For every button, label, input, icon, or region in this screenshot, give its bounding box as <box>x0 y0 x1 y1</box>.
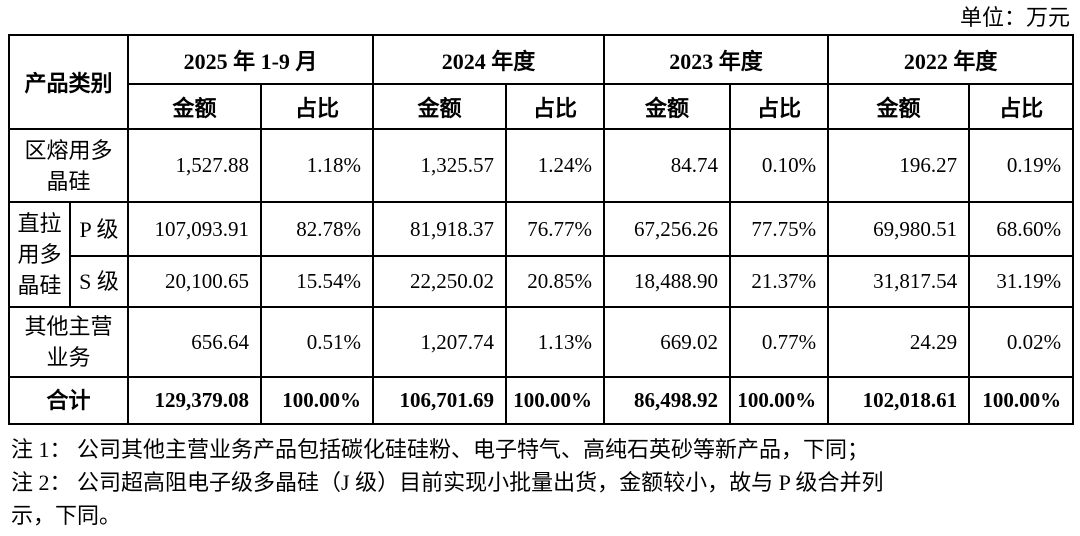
ratio-cell: 77.75% <box>729 201 830 257</box>
ratio-cell: 68.60% <box>968 201 1075 257</box>
amount-cell: 669.02 <box>603 306 732 378</box>
ratio-header-2024: 占比 <box>505 83 606 130</box>
ratio-header-2022: 占比 <box>968 83 1075 130</box>
ratio-cell: 1.24% <box>505 128 606 203</box>
period-header-2025: 2025 年 1-9 月 <box>127 34 375 85</box>
amount-cell: 656.64 <box>127 306 263 378</box>
amount-cell: 67,256.26 <box>603 201 732 257</box>
ratio-cell: 21.37% <box>729 255 830 308</box>
ratio-cell: 31.19% <box>968 255 1075 308</box>
amount-cell: 22,250.02 <box>372 255 508 308</box>
amount-cell: 102,018.61 <box>827 376 971 425</box>
ratio-cell: 82.78% <box>260 201 375 257</box>
revenue-by-product-table: 产品类别 2025 年 1-9 月 2024 年度 2023 年度 2022 年… <box>7 34 1075 425</box>
header-row-subcolumns: 金额 占比 金额 占比 金额 占比 金额 占比 <box>9 83 1075 130</box>
ratio-cell: 0.77% <box>729 306 830 378</box>
ratio-cell: 100.00% <box>729 376 830 425</box>
table-row-total: 合计 129,379.08 100.00% 106,701.69 100.00%… <box>7 376 1075 425</box>
amount-header-2022: 金额 <box>827 83 971 130</box>
amount-cell: 81,918.37 <box>372 201 508 257</box>
table-row-float-zone-polysilicon: 区熔用多 晶硅 1,527.88 1.18% 1,325.57 1.24% 84… <box>7 128 1075 203</box>
amount-cell: 18,488.90 <box>603 255 732 308</box>
amount-cell: 20,100.65 <box>127 255 263 308</box>
category-cell: 其他主营 业务 <box>7 306 130 378</box>
amount-cell: 69,980.51 <box>827 201 971 257</box>
ratio-header-2023: 占比 <box>729 83 830 130</box>
amount-cell: 107,093.91 <box>127 201 263 257</box>
ratio-cell: 1.13% <box>505 306 606 378</box>
category-group-cell: 直拉 用多 晶硅 <box>8 201 71 308</box>
footnote-2-continued: 示，下同。 <box>11 503 122 528</box>
amount-cell: 129,379.08 <box>127 376 263 425</box>
amount-header-2025: 金额 <box>127 83 263 130</box>
category-cell: 区熔用多 晶硅 <box>7 128 130 203</box>
ratio-cell: 100.00% <box>260 376 375 425</box>
table-row-cz-polysilicon-p-grade: 直拉 用多 晶硅 P 级 107,093.91 82.78% 81,918.37… <box>8 201 1075 308</box>
period-header-2023: 2023 年度 <box>603 34 830 85</box>
amount-cell: 1,325.57 <box>372 128 508 203</box>
ratio-cell: 76.77% <box>505 201 606 257</box>
ratio-cell: 0.02% <box>968 306 1075 378</box>
ratio-cell: 0.10% <box>729 128 830 203</box>
amount-cell: 1,207.74 <box>372 306 508 378</box>
ratio-header-2025: 占比 <box>260 83 375 130</box>
product-category-header: 产品类别 <box>7 34 130 130</box>
amount-cell: 24.29 <box>827 306 971 378</box>
amount-cell: 106,701.69 <box>372 376 508 425</box>
footnotes: 注 1： 公司其他主营业务产品包括碳化硅硅粉、电子特气、高纯石英砂等新产品，下同… <box>8 433 1072 532</box>
amount-cell: 84.74 <box>603 128 732 203</box>
unit-label: 单位：万元 <box>959 5 1070 30</box>
ratio-cell: 0.51% <box>260 306 375 378</box>
period-header-2024: 2024 年度 <box>372 34 606 85</box>
amount-cell: 86,498.92 <box>603 376 732 425</box>
footnote-2: 注 2： 公司超高阻电子级多晶硅（J 级）目前实现小批量出货，金额较小，故与 P… <box>11 470 884 495</box>
amount-header-2024: 金额 <box>372 83 508 130</box>
ratio-cell: 15.54% <box>260 255 375 308</box>
amount-cell: 31,817.54 <box>827 255 971 308</box>
total-label-cell: 合计 <box>7 376 130 425</box>
table-row-cz-polysilicon-s-grade: S 级 20,100.65 15.54% 22,250.02 20.85% 18… <box>9 255 1075 308</box>
ratio-cell: 100.00% <box>505 376 606 425</box>
ratio-cell: 100.00% <box>968 376 1075 425</box>
subcategory-cell: P 级 <box>68 201 130 257</box>
period-header-2022: 2022 年度 <box>827 34 1075 85</box>
header-row-periods: 产品类别 2025 年 1-9 月 2024 年度 2023 年度 2022 年… <box>7 34 1075 130</box>
ratio-cell: 20.85% <box>505 255 606 308</box>
amount-cell: 196.27 <box>827 128 971 203</box>
amount-cell: 1,527.88 <box>127 128 263 203</box>
subcategory-cell: S 级 <box>68 255 130 308</box>
amount-header-2023: 金额 <box>603 83 732 130</box>
footnote-1: 注 1： 公司其他主营业务产品包括碳化硅硅粉、电子特气、高纯石英砂等新产品，下同… <box>11 437 870 462</box>
ratio-cell: 1.18% <box>260 128 375 203</box>
table-row-other-main-business: 其他主营 业务 656.64 0.51% 1,207.74 1.13% 669.… <box>7 306 1075 378</box>
ratio-cell: 0.19% <box>968 128 1075 203</box>
